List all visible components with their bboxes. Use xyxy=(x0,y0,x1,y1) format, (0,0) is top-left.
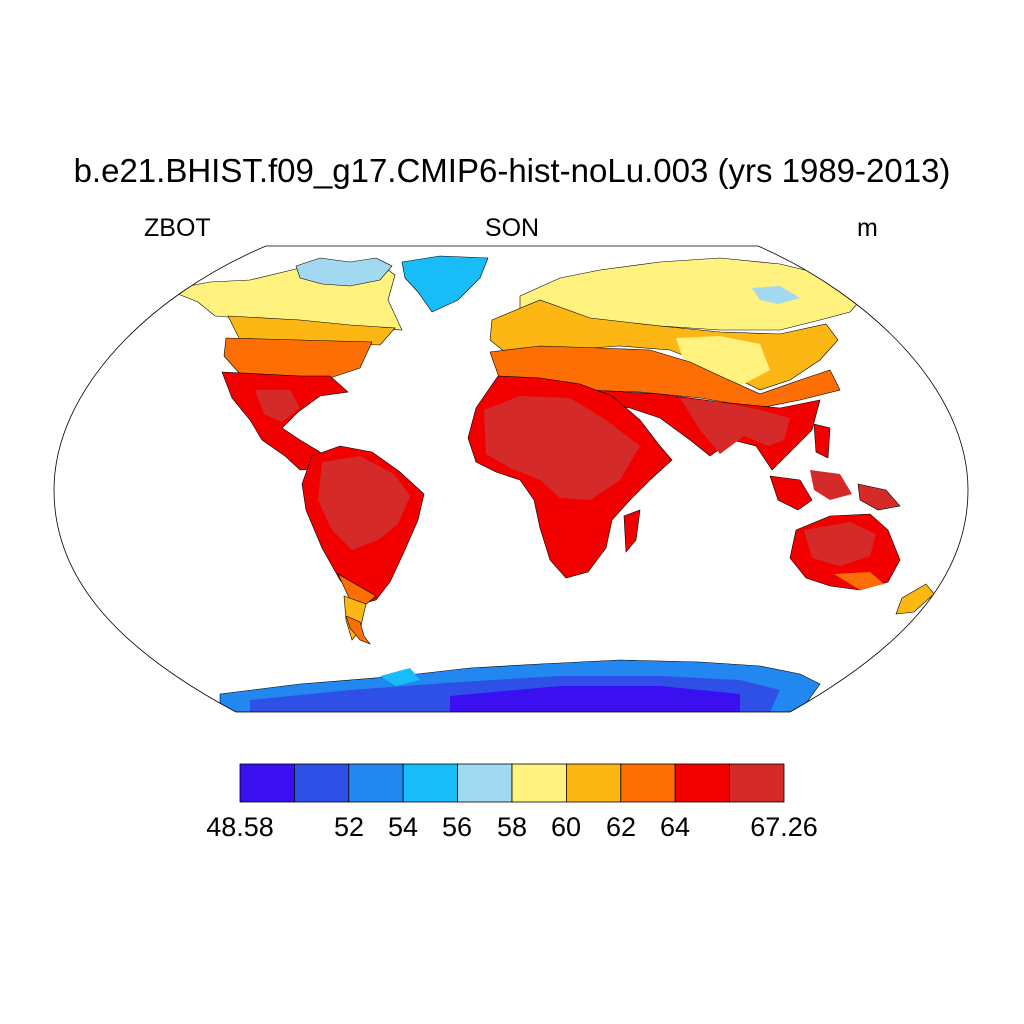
colorbar-box xyxy=(293,763,350,803)
south-america xyxy=(301,445,425,645)
colorbar-tick-label: 58 xyxy=(496,812,528,842)
season-label: SON xyxy=(484,214,540,242)
colorbar-box xyxy=(239,763,295,803)
map-title: b.e21.BHIST.f09_g17.CMIP6-hist-noLu.003 … xyxy=(73,152,951,189)
eurasia xyxy=(489,257,867,471)
australia xyxy=(789,513,935,615)
colorbar-tick-label: 52 xyxy=(333,812,365,842)
colorbar-box xyxy=(566,763,622,803)
colorbar-tick-label: 56 xyxy=(441,812,473,842)
colorbar-tick-label: 60 xyxy=(550,812,582,842)
colorbar-tick-label: 48.58 xyxy=(206,812,274,842)
colorbar-tick-label: 67.26 xyxy=(750,812,818,842)
globe-outline xyxy=(53,245,969,713)
colorbar-box xyxy=(729,763,785,803)
colorbar-tick-label: 62 xyxy=(605,812,637,842)
colorbar-box xyxy=(402,763,459,803)
colorbar-tick-label: 54 xyxy=(387,812,419,842)
colorbar-box xyxy=(620,763,676,803)
colorbar xyxy=(239,763,785,803)
colorbar-box xyxy=(511,763,567,803)
colorbar-tick-label: 64 xyxy=(659,812,691,842)
greenland xyxy=(401,255,489,313)
maritime-asia xyxy=(769,423,901,511)
north-america xyxy=(166,257,403,471)
colorbar-box xyxy=(674,763,731,803)
colorbar-box xyxy=(457,763,513,803)
africa xyxy=(467,375,673,579)
antarctica xyxy=(219,659,821,712)
land-masses xyxy=(166,255,935,712)
units-label: m xyxy=(857,214,878,242)
variable-label: ZBOT xyxy=(144,214,211,242)
colorbar-box xyxy=(348,763,404,803)
